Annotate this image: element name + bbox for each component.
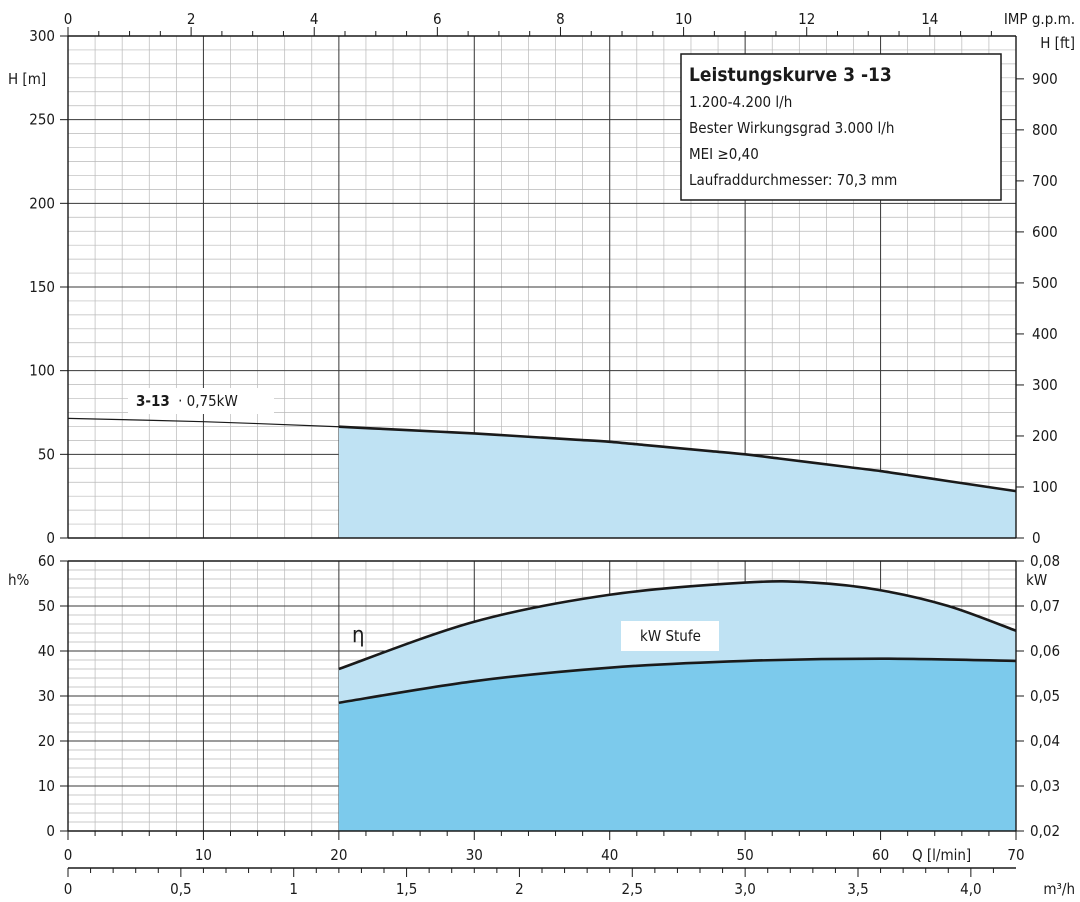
curve-layer [67, 417, 1017, 705]
top-x-tick-label: 12 [798, 10, 815, 28]
unit-x-m3h: m³/h [1043, 880, 1075, 898]
power-right-tick-label: 0,02 [1030, 822, 1060, 840]
head-left-tick-label: 100 [29, 362, 55, 380]
m3h-x-tick-label: 0 [64, 880, 73, 898]
m3h-x-tick-label: 1 [289, 880, 298, 898]
eff-left-tick-label: 0 [46, 822, 55, 840]
power-curve [338, 657, 1017, 705]
unit-right-y-top: H [ft] [1040, 34, 1075, 52]
head-right-tick-label: 100 [1032, 478, 1058, 496]
eff-left-tick-label: 30 [38, 687, 55, 705]
unit-x-lmin: Q [l/min] [912, 846, 971, 864]
legend-line-3: MEI ≥0,40 [689, 145, 759, 163]
head-left-tick-label: 200 [29, 194, 55, 212]
curve-label-power: · 0,75kW [178, 392, 238, 410]
top-x-tick-label: 14 [921, 10, 938, 28]
top-x-tick-label: 4 [310, 10, 319, 28]
legend-line-4: Laufraddurchmesser: 70,3 mm [689, 171, 897, 189]
head-right-tick-label: 700 [1032, 172, 1058, 190]
top-x-tick-label: 6 [433, 10, 442, 28]
power-right-tick-label: 0,05 [1030, 687, 1060, 705]
lmin-x-tick-label: 30 [466, 846, 483, 864]
m3h-x-tick-label: 2,5 [622, 880, 643, 898]
head-right-tick-label: 800 [1032, 121, 1058, 139]
head-left-tick-label: 250 [29, 111, 55, 129]
m3h-x-tick-label: 4,0 [960, 880, 981, 898]
top-x-tick-label: 8 [556, 10, 565, 28]
head-right-tick-label: 600 [1032, 223, 1058, 241]
m3h-x-tick-label: 3,5 [847, 880, 868, 898]
tick-label-layer: 0 2 4 6 8 10 12 1405010015020025030001002003004… [29, 10, 1060, 898]
head-left-tick-label: 150 [29, 278, 55, 296]
head-right-tick-label: 0 [1032, 529, 1041, 547]
head-curve [338, 425, 1017, 493]
lmin-x-tick-label: 40 [601, 846, 618, 864]
unit-left-y-top: H [m] [8, 70, 46, 88]
unit-top-x: IMP g.p.m. [1004, 10, 1075, 28]
power-label-bg [621, 621, 719, 651]
m3h-x-tick-label: 1,5 [396, 880, 417, 898]
eff-left-tick-label: 20 [38, 732, 55, 750]
legend-line-2: Bester Wirkungsgrad 3.000 l/h [689, 119, 894, 137]
top-x-tick-label: 10 [675, 10, 692, 28]
lmin-x-tick-label: 20 [330, 846, 347, 864]
fill-layer [338, 426, 1016, 831]
lmin-x-tick-label: 60 [872, 846, 889, 864]
lmin-x-tick-label: 0 [64, 846, 73, 864]
eff-left-tick-label: 10 [38, 777, 55, 795]
eta-label: η [352, 623, 365, 648]
power-right-tick-label: 0,07 [1030, 597, 1060, 615]
m3h-x-tick-label: 0,5 [170, 880, 191, 898]
head-right-tick-label: 500 [1032, 274, 1058, 292]
head-left-tick-label: 0 [46, 529, 55, 547]
curve-label-model: 3-13 [136, 392, 170, 410]
lmin-x-tick-label: 10 [195, 846, 212, 864]
power-right-tick-label: 0,06 [1030, 642, 1060, 660]
unit-right-y-bottom: kW [1026, 571, 1047, 589]
legend-title: Leistungskurve 3 -13 [689, 64, 892, 86]
power-area [338, 658, 1016, 831]
eff-left-tick-label: 50 [38, 597, 55, 615]
top-x-tick-label: 2 [187, 10, 196, 28]
head-right-tick-label: 200 [1032, 427, 1058, 445]
head-left-tick-label: 50 [38, 445, 55, 463]
top-x-tick-label: 0 [64, 10, 73, 28]
m3h-x-tick-label: 3,0 [734, 880, 755, 898]
lmin-x-tick-label: 70 [1007, 846, 1024, 864]
axis-layer [60, 27, 1024, 877]
head-right-tick-label: 300 [1032, 376, 1058, 394]
head-right-tick-label: 400 [1032, 325, 1058, 343]
legend-line-1: 1.200-4.200 l/h [689, 93, 792, 111]
head-operating-area [338, 426, 1016, 538]
curve-label: 3-13 · 0,75kW [136, 392, 238, 410]
curve-label-bg [128, 388, 274, 414]
legend-box-frame [680, 53, 1002, 201]
head-curve-extended [67, 417, 339, 428]
efficiency-curve [338, 580, 1017, 671]
power-right-tick-label: 0,03 [1030, 777, 1060, 795]
head-left-tick-label: 300 [29, 27, 55, 45]
eff-left-tick-label: 40 [38, 642, 55, 660]
m3h-x-tick-label: 2 [515, 880, 524, 898]
unit-left-y-bottom: h% [8, 571, 30, 589]
legend-box: Leistungskurve 3 -13 1.200-4.200 l/h Bes… [680, 53, 1002, 201]
head-right-tick-label: 900 [1032, 70, 1058, 88]
eff-left-tick-label: 60 [38, 552, 55, 570]
lmin-x-tick-label: 50 [737, 846, 754, 864]
power-right-tick-label: 0,08 [1030, 552, 1060, 570]
power-label: kW Stufe [640, 627, 701, 645]
power-right-tick-label: 0,04 [1030, 732, 1060, 750]
